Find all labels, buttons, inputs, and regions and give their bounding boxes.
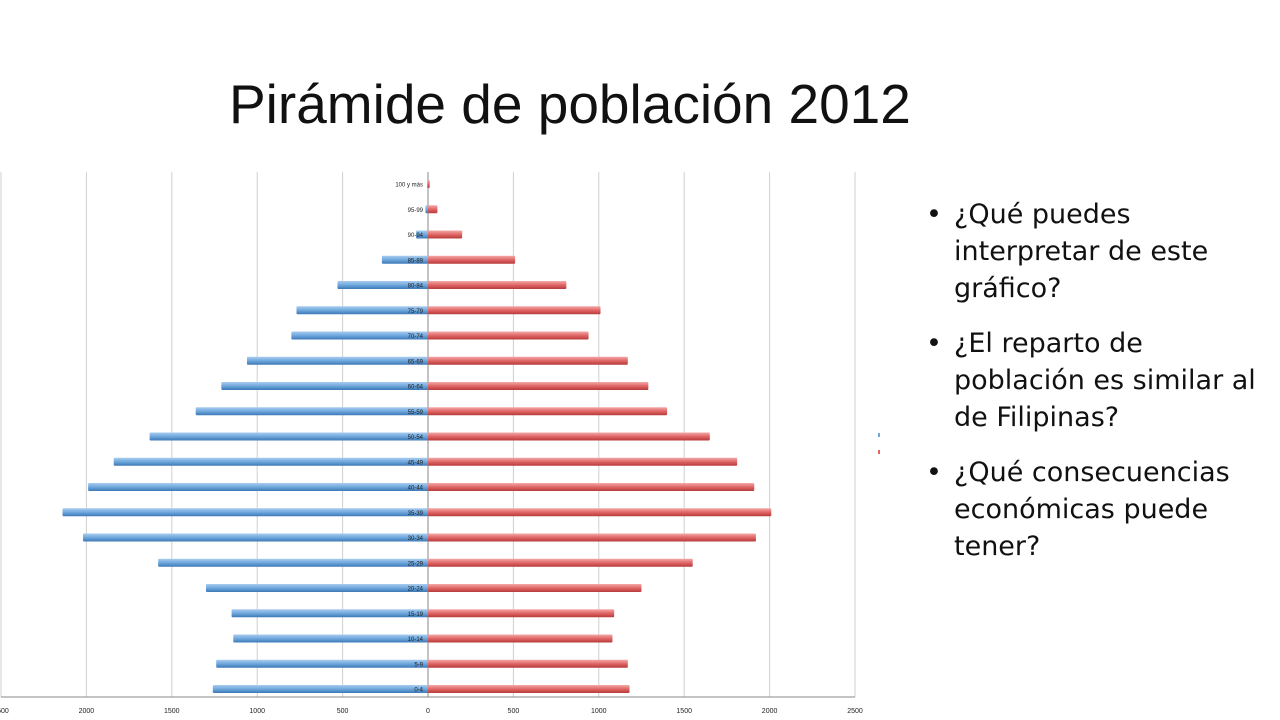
bar-hombres: [205, 584, 428, 592]
category-label: 90-94: [408, 233, 424, 239]
bar-hombres: [231, 609, 428, 618]
population-pyramid-chart: 2500 2000 1500 1000 500 0 500 1000 1500 2000 2500 1…: [0, 172, 880, 715]
x-tick-label: 0: [426, 708, 430, 715]
bar-mujeres: [428, 533, 756, 542]
bar-hombres: [291, 331, 428, 340]
category-label: 10-14: [408, 637, 424, 643]
bar-mujeres: [428, 457, 738, 466]
bullet-item: • ¿Qué consecuencias económicas puede ten…: [926, 454, 1280, 565]
category-label: 30-34: [408, 536, 424, 542]
bar-hombres: [158, 558, 429, 567]
x-tick-label: 1000: [591, 708, 607, 715]
bar-mujeres: [428, 584, 642, 592]
bar-hombres: [113, 457, 428, 466]
category-label: 95-99: [408, 208, 424, 214]
x-tick-label: 2000: [79, 708, 95, 715]
category-label: 25-29: [408, 561, 424, 567]
legend-swatch: [878, 450, 880, 454]
category-label: 55-59: [408, 410, 424, 416]
bar-hombres: [212, 685, 428, 693]
bar-hombres: [425, 205, 428, 214]
bar-mujeres: [428, 508, 772, 517]
bullet-item: • ¿El reparto de población es similar al …: [926, 325, 1280, 436]
bar-hombres: [149, 432, 428, 441]
bar-mujeres: [428, 331, 589, 340]
bar-mujeres: [428, 281, 567, 289]
bar-mujeres: [428, 306, 601, 315]
bullet-text: ¿Qué consecuencias económicas puede tene…: [954, 457, 1230, 562]
bar-hombres: [427, 180, 428, 188]
bar-mujeres: [428, 180, 430, 188]
bar-mujeres: [428, 685, 630, 693]
category-label: 60-64: [408, 385, 424, 391]
bar-mujeres: [428, 634, 613, 643]
bar-mujeres: [428, 432, 710, 441]
bullet-text: ¿El reparto de población es similar al d…: [954, 328, 1256, 433]
bar-hombres: [82, 533, 428, 542]
category-label: 20-24: [408, 587, 424, 593]
bar-mujeres: [428, 382, 649, 390]
category-label: 40-44: [408, 486, 424, 492]
legend-swatch: [878, 433, 880, 437]
bullet-marker: •: [926, 457, 942, 488]
bullet-marker: •: [926, 328, 942, 359]
x-tick-label: 2500: [847, 708, 863, 715]
category-label: 0-4: [414, 688, 423, 694]
bar-mujeres: [428, 558, 693, 567]
x-tick-label: 500: [508, 708, 520, 715]
category-label: 80-84: [408, 284, 424, 290]
bar-mujeres: [428, 205, 438, 214]
x-tick-label: 2500: [0, 708, 9, 715]
bar-hombres: [62, 508, 428, 517]
category-label: 35-39: [408, 511, 424, 517]
bullet-marker: •: [926, 199, 942, 230]
bar-mujeres: [428, 255, 516, 264]
x-tick-label: 500: [337, 708, 349, 715]
bar-mujeres: [428, 483, 755, 491]
bar-mujeres: [428, 230, 463, 239]
bar-hombres: [216, 659, 428, 668]
bullet-text: ¿Qué puedes interpretar de este gráfico?: [954, 199, 1209, 304]
x-tick-label: 1000: [249, 708, 265, 715]
category-label: 5-9: [414, 662, 423, 668]
bar-hombres: [88, 483, 428, 491]
x-tick-label: 1500: [676, 708, 692, 715]
slide-title: Pirámide de población 2012: [229, 73, 911, 135]
bar-hombres: [233, 634, 428, 643]
bar-mujeres: [428, 609, 615, 618]
bar-hombres: [221, 382, 428, 390]
category-label: 70-74: [408, 334, 424, 340]
category-label: 15-19: [408, 612, 424, 618]
bar-mujeres: [428, 659, 628, 668]
category-label: 45-49: [408, 460, 424, 466]
bar-mujeres: [428, 356, 628, 365]
bar-hombres: [195, 407, 428, 416]
category-label: 75-79: [408, 309, 424, 315]
x-tick-label: 2000: [762, 708, 778, 715]
bar-hombres: [246, 356, 428, 365]
bullet-item: • ¿Qué puedes interpretar de este gráfico…: [926, 196, 1280, 307]
category-label: 85-89: [408, 258, 424, 264]
category-label: 65-69: [408, 359, 424, 365]
bar-hombres: [381, 255, 428, 264]
bullet-list: • ¿Qué puedes interpretar de este gráfico…: [926, 196, 1280, 583]
bar-hombres: [337, 281, 428, 289]
bar-mujeres: [428, 407, 668, 416]
bar-hombres: [416, 230, 428, 239]
category-label: 100 y más: [395, 183, 423, 189]
category-label: 50-54: [408, 435, 424, 441]
bar-hombres: [296, 306, 428, 315]
x-tick-label: 1500: [164, 708, 180, 715]
